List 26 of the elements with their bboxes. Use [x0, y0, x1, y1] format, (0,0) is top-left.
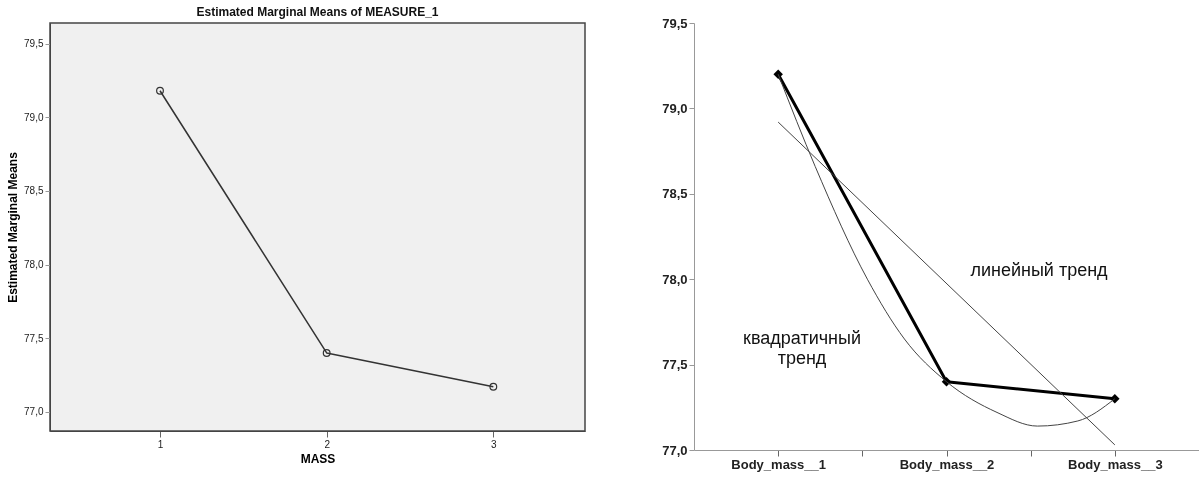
point [156, 86, 164, 95]
y-tick-label: 79,5 [662, 15, 688, 31]
y-tick-label: 77,0 [24, 406, 44, 418]
y-tick-label: 78,5 [24, 185, 44, 197]
y-axis-title: Estimated Marginal Means [6, 151, 21, 303]
x-tick-label: Body_mass__2 [899, 456, 995, 472]
y-tick-label: 79,5 [24, 38, 44, 50]
y-tick-label: 77,5 [662, 357, 688, 373]
x-tick-label: 3 [491, 438, 498, 450]
y-tick-label: 77,5 [24, 332, 44, 344]
x-tick-label: Body_mass__1 [731, 456, 826, 472]
x-tick-label: 2 [324, 438, 331, 450]
chart-title: Estimated Marginal Means of MEASURE_1 [196, 5, 439, 19]
annotation: квадратичный тренд [743, 328, 861, 368]
point [489, 382, 498, 391]
y-tick-label: 78,5 [662, 186, 688, 202]
x-tick-label: 1 [157, 438, 164, 450]
point [322, 348, 331, 357]
y-tick-label: 77,0 [662, 442, 688, 458]
x-tick-label: Body_mass__3 [1068, 456, 1163, 472]
y-tick-label: 78,0 [24, 259, 44, 271]
y-tick-label: 79,0 [24, 111, 44, 123]
y-tick-label: 79,0 [662, 100, 688, 116]
x-axis-title: MASS [300, 451, 336, 466]
y-tick-label: 78,0 [662, 271, 688, 287]
annotation: линейный тренд [970, 260, 1109, 280]
